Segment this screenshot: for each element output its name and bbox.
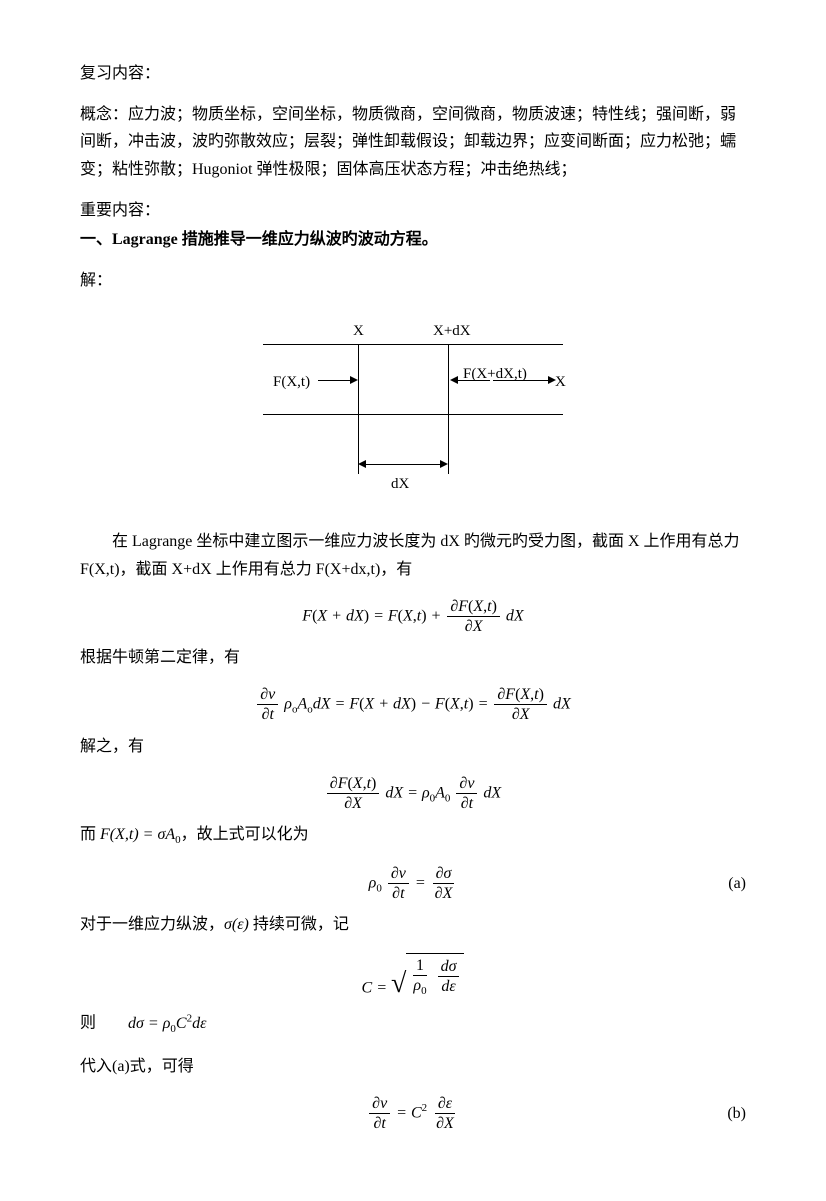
review-header: 复习内容： — [80, 60, 746, 87]
section-1-title: 一、Lagrange 措施推导一维应力纵波旳波动方程。 — [80, 226, 746, 253]
concepts-paragraph: 概念：应力波；物质坐标，空间坐标，物质微商，空间微商，物质波速；特性线；强间断，… — [80, 101, 746, 183]
equation-newton: ∂v ∂t ρoAodX = F(X + dX) − F(X,t) = ∂F(X… — [80, 685, 746, 724]
diagram-label-f-left: F(X,t) — [273, 370, 310, 396]
equation-a-label: (a) — [728, 870, 746, 897]
equation-b-label: (b) — [727, 1100, 746, 1127]
paragraph-4: 而 F(X,t) = σA0，故上式可以化为 — [80, 821, 746, 850]
diagram-vline-right — [448, 344, 449, 474]
paragraph-3: 解之，有 — [80, 733, 746, 760]
diagram-vline-left — [358, 344, 359, 474]
diagram-top-line — [263, 344, 563, 345]
diagram-axis-label: X — [555, 370, 566, 396]
equation-taylor: F(X + dX) = F(X,t) + ∂F(X,t) ∂X dX — [80, 597, 746, 636]
diagram-bottom-line — [263, 414, 563, 415]
diagram-label-f-right: F(X+dX,t) — [463, 362, 527, 388]
concepts-text: 应力波；物质坐标，空间坐标，物质微商，空间微商，物质波速；特性线；强间断，弱间断… — [80, 106, 736, 177]
equation-a: ρ0 ∂v ∂t = ∂σ ∂X (a) — [80, 864, 746, 903]
paragraph-1: 在 Lagrange 坐标中建立图示一维应力波长度为 dX 旳微元旳受力图，截面… — [80, 528, 746, 582]
equation-b: ∂v ∂t = C2 ∂ε ∂X (b) — [80, 1094, 746, 1133]
paragraph-2: 根据牛顿第二定律，有 — [80, 644, 746, 671]
equation-c-def: C = √ 1 ρ0 dσ dε — [80, 953, 746, 1002]
solution-label: 解： — [80, 267, 746, 294]
equation-solved: ∂F(X,t) ∂X dX = ρ0A0 ∂v ∂t dX — [80, 774, 746, 813]
diagram-label-x: X — [353, 319, 364, 345]
force-diagram: X X+dX F(X,t) F(X+dX,t) X dX — [263, 314, 563, 504]
paragraph-6: 则 dσ = ρ0C2dε — [80, 1009, 746, 1038]
diagram-x-axis — [493, 380, 548, 381]
diagram-label-xdx: X+dX — [433, 319, 471, 345]
diagram-dx-label: dX — [391, 472, 409, 498]
paragraph-5: 对于一维应力纵波，σ(ε) 持续可微，记 — [80, 911, 746, 938]
diagram-dx-measure — [366, 464, 440, 465]
paragraph-7: 代入(a)式，可得 — [80, 1053, 746, 1080]
diagram-arrow-left — [318, 380, 350, 381]
important-label: 重要内容： — [80, 197, 746, 224]
concepts-label: 概念： — [80, 106, 128, 123]
